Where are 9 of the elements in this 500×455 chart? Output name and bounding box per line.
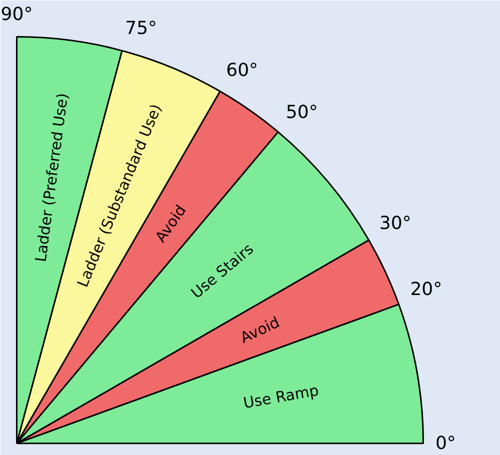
text: 30° (379, 213, 412, 234)
text: 50° (286, 102, 318, 123)
text: 75° (125, 18, 158, 40)
text: 20° (410, 279, 442, 300)
text: 90° (0, 4, 33, 25)
slice-label: Use Ramp (242, 381, 320, 412)
text: 0° (435, 432, 456, 454)
slice-label: Ladder (Preferred Use) (32, 92, 72, 263)
text: 60° (226, 60, 258, 81)
